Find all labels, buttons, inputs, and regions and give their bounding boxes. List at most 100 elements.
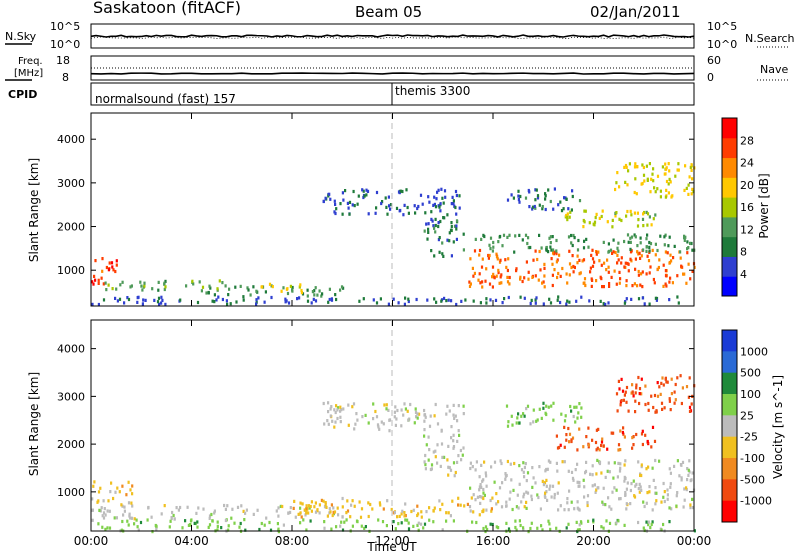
heatmap-cell-198: [242, 295, 245, 299]
heatmap-cell-569: [491, 265, 495, 269]
heatmap-cell-650: [639, 236, 642, 240]
heatmap-cell-57: [286, 291, 290, 296]
heatmap-cell-227: [494, 298, 498, 302]
heatmap-cell-367: [455, 237, 458, 241]
heatmap-cell-803: [689, 165, 692, 169]
heatmap-cell-781: [668, 169, 671, 173]
heatmap-cell-444: [521, 279, 524, 284]
heatmap-cell-612: [469, 282, 472, 286]
heatmap-cell-237: [220, 526, 223, 530]
heatmap-cell-142: [255, 300, 258, 304]
heatmap-cell-763: [568, 215, 571, 219]
heatmap-cell-354: [450, 221, 453, 225]
heatmap-cell-493: [472, 274, 475, 278]
heatmap-cell-778: [495, 492, 498, 496]
heatmap-cell-97: [300, 291, 303, 295]
heatmap-cell-342: [448, 239, 451, 243]
heatmap-cell-762: [629, 209, 632, 213]
heatmap-cell-531: [658, 258, 661, 262]
heatmap-cell-427: [393, 415, 396, 419]
heatmap-cell-104: [118, 490, 121, 494]
heatmap-cell-224: [592, 520, 595, 524]
heatmap-cell-553: [531, 466, 534, 470]
heatmap-cell-380: [448, 231, 451, 235]
nsky-label: N.Sky: [5, 30, 37, 43]
heatmap-cell-847: [538, 203, 541, 207]
heatmap-cell-754: [646, 212, 650, 216]
heatmap-cell-748: [566, 212, 569, 216]
heatmap-cell-872: [544, 192, 547, 196]
heatmap-cell-499: [610, 275, 613, 279]
heatmap-cell-110: [91, 497, 94, 501]
heatmap-cell-535: [485, 484, 488, 488]
heatmap-cell-160: [345, 518, 348, 522]
heatmap-cell-556: [512, 488, 515, 492]
heatmap-cell-752: [481, 479, 484, 483]
heatmap-cell-695: [501, 244, 504, 248]
heatmap-cell-466: [496, 255, 499, 259]
heatmap-cell-395: [648, 271, 651, 275]
heatmap-cell-615: [663, 243, 666, 247]
heatmap-cell-733: [650, 223, 653, 227]
heatmap-cell-885: [673, 401, 676, 405]
power-colorbar-swatch-4: [722, 197, 737, 218]
heatmap-cell-688: [527, 236, 530, 240]
heatmap-cell-839: [555, 434, 558, 438]
heatmap-cell-158: [412, 524, 415, 528]
heatmap-cell-634: [591, 464, 594, 468]
heatmap-cell-509: [649, 265, 652, 269]
heatmap-cell-801: [661, 165, 664, 169]
heatmap-cell-807: [690, 163, 693, 167]
heatmap-cell-82: [245, 508, 248, 512]
heatmap-cell-221: [472, 299, 475, 303]
heatmap-cell-991: [523, 414, 526, 418]
heatmap-cell-233: [567, 522, 570, 526]
heatmap-cell-504: [652, 277, 655, 282]
heatmap-cell-371: [390, 507, 393, 512]
heatmap-cell-511: [500, 273, 503, 277]
heatmap-cell-236: [475, 520, 478, 525]
heatmap-cell-742: [600, 214, 603, 219]
heatmap-cell-478: [578, 272, 581, 276]
heatmap-cell-3: [202, 507, 205, 511]
heatmap-cell-439: [679, 256, 682, 260]
heatmap-cell-415: [355, 412, 358, 416]
heatmap-cell-717: [475, 460, 478, 464]
heatmap-cell-384: [568, 262, 572, 266]
heatmap-cell-128: [406, 518, 409, 522]
heatmap-cell-572: [637, 460, 640, 464]
heatmap-cell-644: [545, 484, 548, 488]
heatmap-cell-561: [551, 262, 554, 266]
heatmap-cell-618: [627, 240, 630, 244]
heatmap-cell-246: [335, 207, 338, 211]
heatmap-cell-793: [636, 165, 639, 169]
heatmap-cell-568: [493, 276, 496, 280]
heatmap-cell-190: [160, 301, 163, 305]
heatmap-cell-399: [378, 427, 381, 431]
power-colorbar-swatch-5: [722, 177, 737, 198]
heatmap-cell-334: [386, 499, 389, 503]
heatmap-cell-96: [270, 284, 273, 288]
heatmap-cell-607: [586, 503, 589, 508]
heatmap-cell-460: [403, 402, 406, 406]
heatmap-cell-899: [622, 398, 625, 402]
heatmap-cell-724: [569, 210, 572, 214]
heatmap-cell-873: [602, 444, 605, 448]
heatmap-cell-867: [578, 427, 581, 431]
heatmap-cell-715: [506, 459, 509, 464]
nsearch-label: N.Search: [745, 32, 795, 45]
heatmap-cell-727: [595, 212, 598, 216]
heatmap-cell-573: [638, 490, 641, 494]
heatmap-cell-542: [476, 495, 479, 499]
heatmap-cell-945: [634, 410, 637, 414]
heatmap-cell-254: [433, 195, 436, 199]
heatmap-cell-251: [405, 188, 408, 192]
heatmap-cell-361: [353, 504, 356, 508]
heatmap-cell-531: [427, 435, 430, 439]
heatmap-cell-704: [687, 246, 690, 250]
heatmap-cell-16: [92, 282, 95, 286]
heatmap-cell-779: [687, 192, 690, 196]
heatmap-cell-878: [517, 194, 520, 198]
heatmap-cell-603: [480, 265, 484, 269]
heatmap-cell-852: [600, 443, 603, 448]
